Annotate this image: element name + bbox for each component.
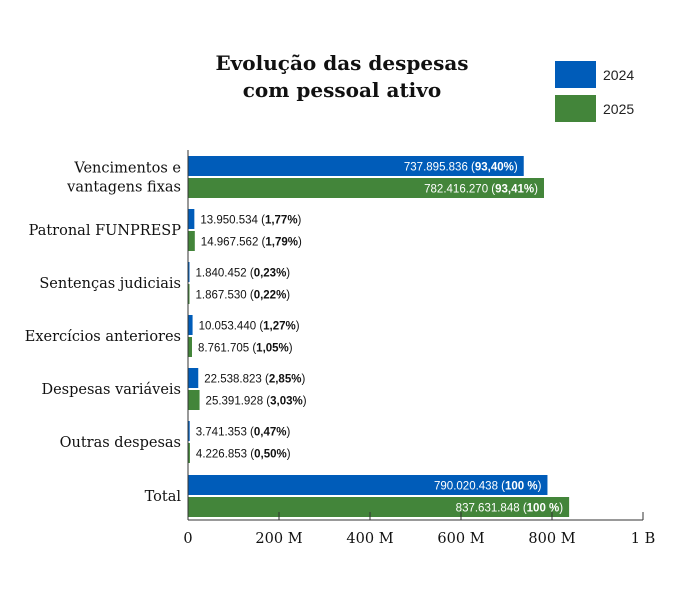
category-label: vantagens fixas — [66, 180, 181, 196]
bar-2025 — [188, 284, 190, 304]
bar-2025 — [188, 390, 200, 410]
bar-2025 — [188, 337, 192, 357]
data-label: 10.053.440 (1,27%) — [199, 321, 300, 333]
x-tick-label: 800 M — [528, 531, 575, 547]
data-label: 737.895.836 (93,40%) — [404, 162, 518, 174]
data-label: 1.867.530 (0,22%) — [196, 290, 291, 302]
data-label: 14.967.562 (1,79%) — [201, 237, 302, 249]
legend-swatch-2025 — [555, 95, 596, 122]
category-label: Patronal FUNPRESP — [29, 223, 182, 239]
data-label: 4.226.853 (0,50%) — [196, 449, 291, 461]
chart-title-line: Evolução das despesas — [215, 51, 468, 75]
x-tick-label: 200 M — [255, 531, 302, 547]
bar-2024 — [188, 156, 524, 176]
data-label: 782.416.270 (93,41%) — [424, 184, 538, 196]
bar-2025 — [188, 178, 544, 198]
legend-label-2025: 2025 — [603, 101, 634, 117]
data-label: 3.741.353 (0,47%) — [196, 427, 291, 439]
bar-2024 — [188, 262, 190, 282]
data-label: 790.020.438 (100 %) — [434, 481, 542, 493]
category-label: Despesas variáveis — [41, 382, 181, 398]
legend-swatch-2024 — [555, 61, 596, 88]
data-label: 837.631.848 (100 %) — [456, 503, 564, 515]
data-label: 22.538.823 (2,85%) — [204, 374, 305, 386]
bar-2024 — [188, 421, 190, 441]
x-tick-label: 1 B — [631, 531, 656, 547]
x-tick-label: 600 M — [437, 531, 484, 547]
bar-2024 — [188, 368, 199, 388]
category-label: Sentenças judiciais — [39, 276, 181, 292]
bar-2025 — [188, 443, 190, 463]
data-label: 25.391.928 (3,03%) — [206, 396, 307, 408]
data-label: 1.840.452 (0,23%) — [196, 268, 291, 280]
data-label: 13.950.534 (1,77%) — [200, 215, 301, 227]
category-label: Vencimentos e — [73, 161, 181, 177]
category-label: Exercícios anteriores — [25, 329, 181, 345]
bar-2025 — [188, 231, 195, 251]
data-label: 8.761.705 (1,05%) — [198, 343, 293, 355]
bar-2024 — [188, 475, 548, 495]
x-tick-label: 400 M — [346, 531, 393, 547]
legend-label-2024: 2024 — [603, 67, 634, 83]
category-label: Total — [145, 489, 182, 505]
bar-2025 — [188, 497, 570, 517]
bar-2024 — [188, 315, 193, 335]
x-tick-label: 0 — [183, 531, 192, 547]
category-label: Outras despesas — [60, 435, 181, 451]
chart-title-line: com pessoal ativo — [243, 78, 442, 102]
bar-2024 — [188, 209, 195, 229]
